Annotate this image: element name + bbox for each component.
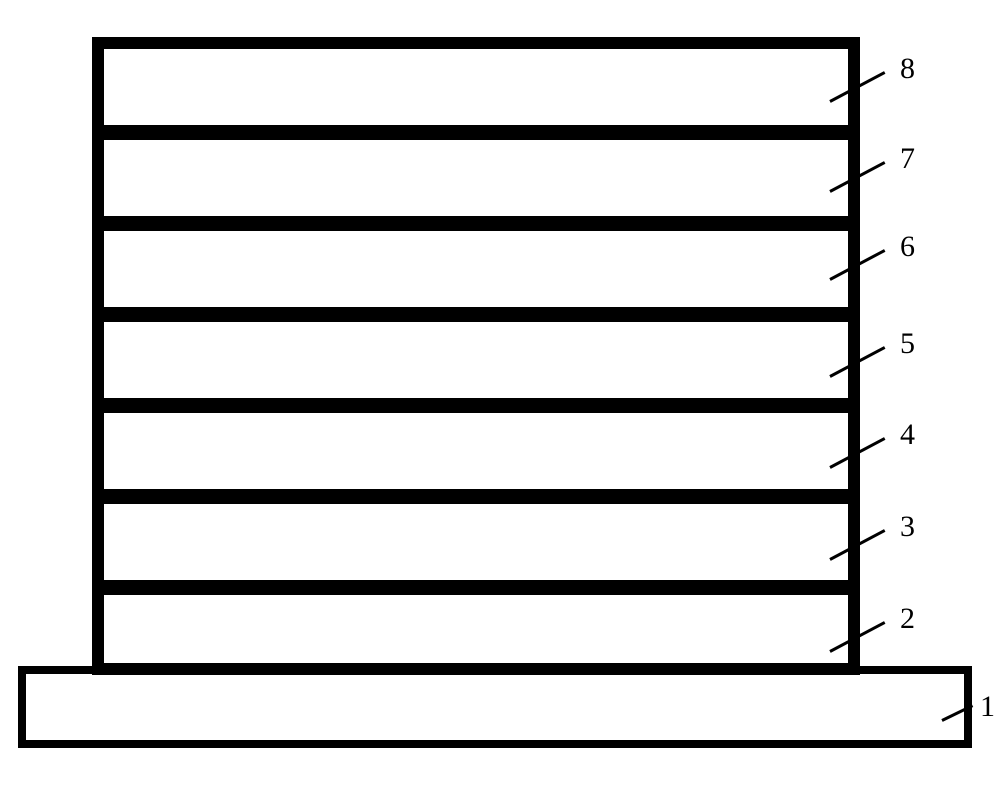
label-text-4: 4 [900,418,915,452]
label-text-1: 1 [980,690,995,724]
label-text-5: 5 [900,327,915,361]
diagram-canvas: 1 2 3 4 5 6 7 8 [0,0,1000,794]
layer-8 [92,37,860,137]
label-text-8: 8 [900,52,915,86]
label-text-3: 3 [900,510,915,544]
label-text-6: 6 [900,230,915,264]
label-text-2: 2 [900,602,915,636]
layer-4 [92,401,860,501]
layer-3 [92,492,860,592]
layer-7 [92,128,860,228]
layer-2 [92,583,860,675]
label-text-7: 7 [900,142,915,176]
layer-6 [92,219,860,319]
layer-1 [18,666,972,748]
layer-5 [92,310,860,410]
